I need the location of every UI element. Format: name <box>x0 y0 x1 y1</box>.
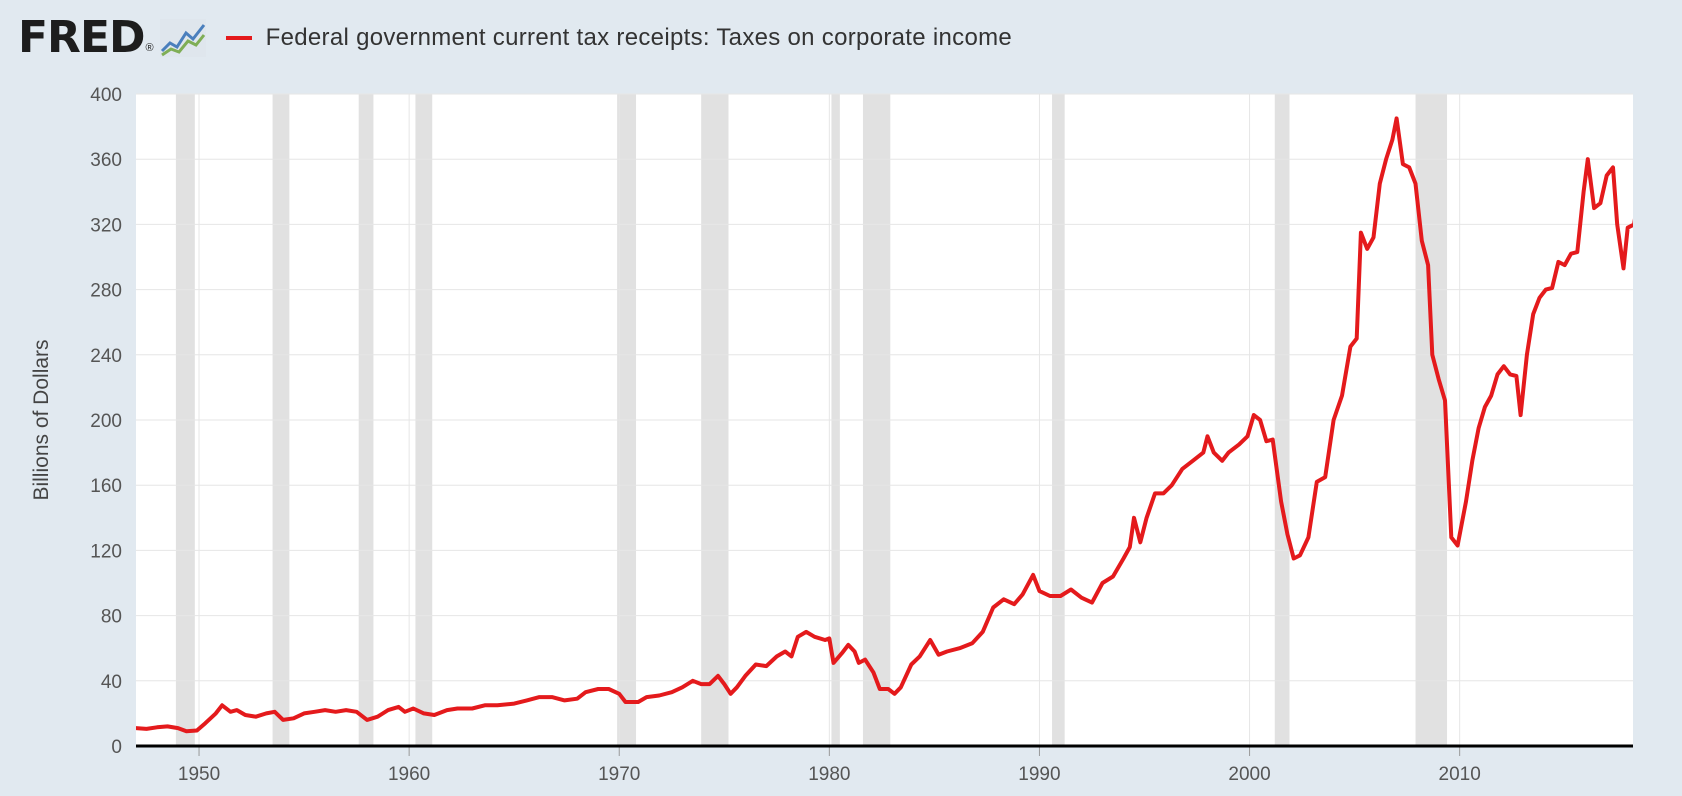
y-tick-label: 80 <box>101 607 122 628</box>
y-tick-label: 40 <box>101 672 122 693</box>
y-tick-label: 200 <box>90 411 122 432</box>
x-tick-label: 1980 <box>808 764 850 785</box>
x-tick-label: 2010 <box>1439 764 1481 785</box>
y-tick-label: 320 <box>90 215 122 236</box>
y-tick-label: 160 <box>90 476 122 497</box>
x-tick-label: 1970 <box>598 764 640 785</box>
x-tick-label: 1960 <box>388 764 430 785</box>
chart-header: FRED ® Federal government current tax re… <box>18 10 1012 66</box>
y-tick-label: 360 <box>90 150 122 171</box>
x-tick-label: 2000 <box>1228 764 1270 785</box>
fred-logo-text: FRED <box>18 12 146 63</box>
registered-mark: ® <box>145 42 154 54</box>
fred-graph-icon <box>159 19 206 57</box>
y-tick-label: 400 <box>90 85 122 106</box>
y-tick-label: 0 <box>111 737 122 758</box>
fred-logo[interactable]: FRED ® <box>18 16 206 60</box>
series-line <box>136 116 1633 734</box>
x-tick-label: 1990 <box>1018 764 1060 785</box>
y-tick-label: 240 <box>90 346 122 367</box>
y-axis-label: Billions of Dollars <box>30 339 53 500</box>
chart-legend: Federal government current tax receipts:… <box>225 24 1013 52</box>
x-tick-label: 1950 <box>178 764 220 785</box>
legend-series-label: Federal government current tax receipts:… <box>265 24 1013 51</box>
legend-swatch <box>225 36 252 40</box>
y-tick-label: 280 <box>90 281 122 302</box>
y-tick-label: 120 <box>90 541 122 562</box>
